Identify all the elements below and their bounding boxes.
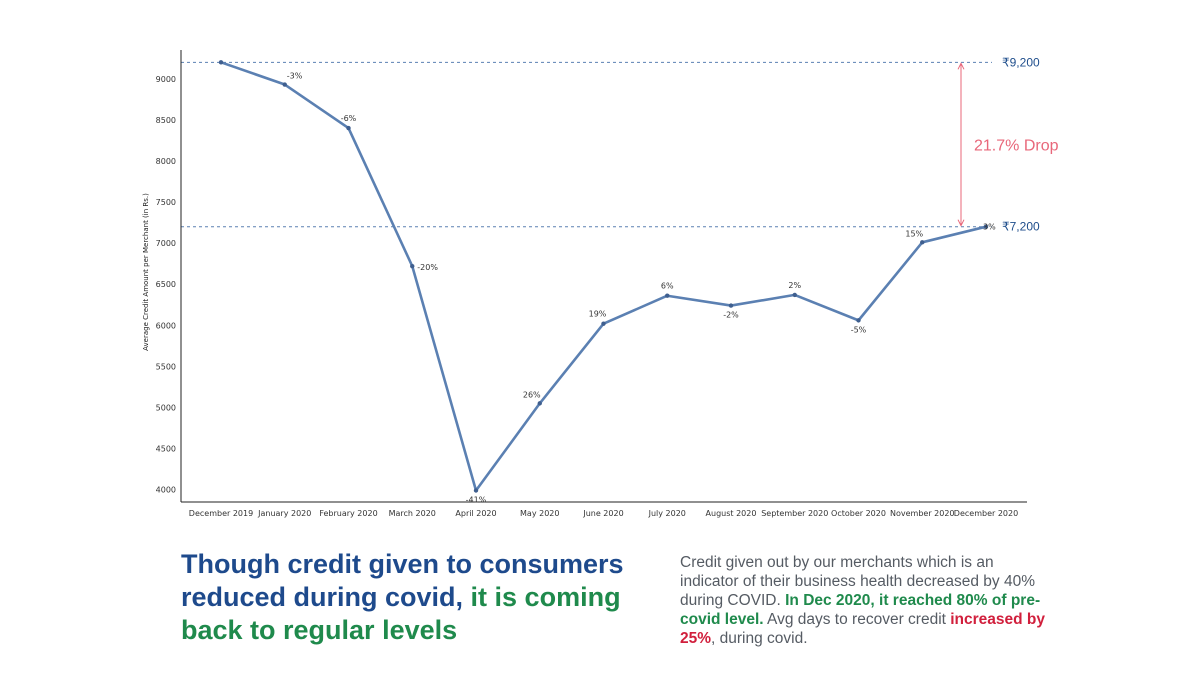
data-point [665,293,670,298]
y-tick-label: 7000 [156,239,176,248]
data-label: -20% [417,263,438,272]
data-point [473,488,479,493]
headline-blue-text: Though credit given to consumers reduced… [181,549,624,612]
description-part2: Avg days to recover credit [763,611,951,628]
data-label: -41% [466,495,487,504]
data-point [410,263,415,269]
y-tick-label: 8000 [156,157,176,166]
chart-axes [180,50,1027,503]
x-tick-label: December 2019 [189,509,253,518]
x-tick-label: October 2020 [831,509,886,518]
x-tick-label: January 2020 [257,509,311,518]
data-point [346,125,351,131]
x-axis-ticks: December 2019 January 2020 February 2020 Ma… [189,509,1018,518]
description-part3: , during covid. [711,630,808,647]
data-point [601,321,606,326]
y-tick-label: 6500 [156,280,176,289]
data-label: -3% [287,72,303,81]
data-label: 6% [661,282,674,291]
y-tick-label: 6000 [156,321,176,330]
x-tick-label: March 2020 [389,509,436,518]
description: Credit given out by our merchants which … [680,553,1050,648]
data-label: 3% [983,223,996,232]
headline-green-text: it is coming back to regular levels [181,582,621,645]
data-label: 26% [523,390,541,399]
data-label: 15% [905,229,923,238]
data-point [537,401,542,406]
description-highlight-red: increased by 25% [680,611,1046,647]
drop-label: 21.7% Drop [974,138,1059,155]
data-label: -2% [723,311,739,320]
x-tick-label: June 2020 [582,509,623,518]
reference-label-1: ₹7,200 [1002,220,1040,234]
data-point [920,240,925,245]
data-label: -6% [341,114,357,123]
credit-line-chart: ₹9,200 ₹7,200 4000 4500 5000 5500 6000 6500 700… [142,50,1059,518]
data-point [218,60,224,65]
x-tick-label: August 2020 [706,509,757,518]
x-tick-label: April 2020 [455,509,496,518]
y-tick-label: 8500 [156,116,176,125]
data-point [792,292,797,298]
y-tick-label: 4000 [156,486,176,495]
reference-lines: ₹9,200 ₹7,200 [181,55,1040,234]
data-point [983,224,989,229]
y-tick-label: 5500 [156,362,176,371]
data-point [282,82,287,87]
data-point [856,318,861,323]
data-label: 2% [788,281,801,290]
x-tick-label: September 2020 [761,509,828,518]
data-labels: -3% -6% -20% -41% 26% 19% 6% -2% 2% -5% 15% 3% [287,72,996,505]
y-axis-ticks: 4000 4500 5000 5500 6000 6500 7000 7500 8000 8500… [156,75,176,495]
x-tick-label: December 2020 [954,509,1018,518]
description-part1: Credit given out by our merchants which … [680,554,1035,609]
series-line [218,60,989,493]
description-highlight-green: In Dec 2020, it reached 80% of pre-covid… [680,592,1041,628]
reference-label-0: ₹9,200 [1002,55,1040,69]
x-tick-label: May 2020 [520,509,559,518]
series-path [220,61,987,492]
y-tick-label: 4500 [156,445,176,454]
data-point [728,303,734,308]
y-tick-label: 5000 [156,403,176,412]
drop-annotation: 21.7% Drop [957,62,1059,227]
y-axis-label: Average Credit Amount per Merchant (in R… [142,193,150,351]
drop-arrow-head-bottom [957,219,965,227]
y-tick-label: 9000 [156,75,176,84]
x-tick-label: July 2020 [648,509,686,518]
drop-arrow-head-top [957,62,965,70]
data-label: -5% [851,325,867,334]
data-label: 19% [589,310,607,319]
y-tick-label: 7500 [156,198,176,207]
headline: Though credit given to consumers reduced… [181,548,671,647]
x-tick-label: November 2020 [890,509,955,518]
x-tick-label: February 2020 [319,509,377,518]
